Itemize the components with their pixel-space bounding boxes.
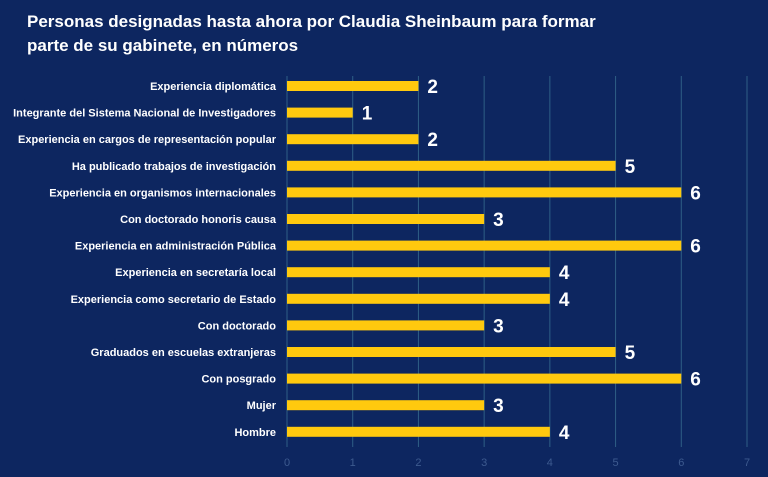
category-label: Con posgrado [201, 374, 276, 386]
category-labels: Experiencia diplomática Integrante del Si… [13, 81, 277, 439]
category-label: Experiencia en cargos de representación … [18, 134, 277, 146]
category-label: Graduados en escuelas extranjeras [91, 347, 276, 359]
value-labels: 2 1 2 5 6 3 6 4 4 3 5 6 3 4 [362, 77, 701, 444]
category-label: Experiencia como secretario de Estado [71, 294, 277, 306]
bar [287, 240, 682, 251]
x-tick-label: 3 [481, 457, 487, 469]
category-label: Experiencia en organismos internacionale… [49, 187, 276, 199]
bar [287, 426, 550, 437]
category-label: Con doctorado honoris causa [120, 214, 277, 226]
category-label: Mujer [247, 400, 277, 412]
data-label: 6 [690, 237, 701, 258]
bar [287, 373, 682, 384]
data-label: 4 [559, 263, 570, 284]
bar [287, 187, 682, 198]
gridlines [286, 76, 748, 447]
bar [287, 347, 616, 357]
chart-title: Personas designadas hasta ahora por Clau… [27, 12, 596, 55]
bar [287, 320, 485, 331]
bar [287, 160, 616, 171]
x-tick-label: 6 [678, 457, 684, 469]
x-tick-label: 0 [284, 457, 290, 469]
data-label: 2 [427, 77, 438, 98]
data-label: 4 [559, 290, 570, 311]
data-label: 3 [493, 210, 504, 231]
x-tick-label: 2 [415, 457, 421, 469]
category-label: Ha publicado trabajos de investigación [72, 161, 276, 173]
data-label: 1 [362, 104, 373, 125]
bar [287, 81, 419, 91]
category-label: Integrante del Sistema Nacional de Inves… [13, 108, 276, 120]
category-label: Experiencia en administración Pública [75, 241, 277, 253]
data-label: 5 [625, 157, 636, 178]
data-label: 5 [625, 343, 636, 364]
category-label: Con doctorado [198, 320, 276, 332]
data-label: 3 [493, 316, 504, 337]
bar [287, 214, 485, 224]
bars [287, 81, 682, 437]
x-axis-ticks: 0 1 2 3 4 5 6 7 [284, 457, 750, 469]
x-tick-label: 1 [350, 457, 356, 469]
data-label: 4 [559, 423, 570, 444]
bar [287, 107, 353, 118]
data-label: 6 [690, 183, 701, 204]
bar [287, 400, 485, 411]
category-label: Experiencia en secretaría local [115, 267, 276, 279]
bar [287, 267, 550, 278]
x-tick-label: 4 [547, 457, 553, 469]
chart-title-line-2: parte de su gabinete, en números [27, 36, 298, 55]
data-label: 3 [493, 396, 504, 417]
data-label: 2 [427, 130, 438, 151]
bar [287, 293, 550, 304]
category-label: Experiencia diplomática [150, 81, 277, 93]
category-label: Hombre [234, 427, 276, 439]
bar [287, 134, 419, 145]
data-label: 6 [690, 370, 701, 391]
x-tick-label: 5 [613, 457, 619, 469]
chart-title-line-1: Personas designadas hasta ahora por Clau… [27, 12, 596, 31]
x-tick-label: 7 [744, 457, 750, 469]
